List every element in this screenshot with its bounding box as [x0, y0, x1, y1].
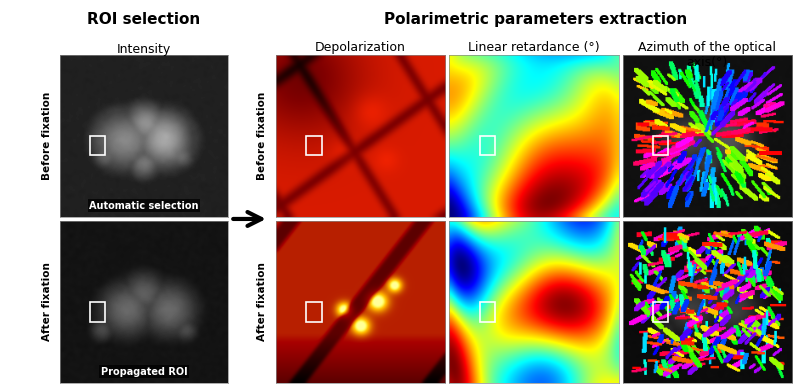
Bar: [90, 302, 106, 321]
Bar: [653, 136, 668, 155]
Bar: [306, 302, 322, 321]
Bar: [306, 136, 322, 155]
Text: Depolarization: Depolarization: [315, 41, 406, 54]
Text: Automatic selection: Automatic selection: [90, 201, 198, 210]
Bar: [480, 136, 495, 155]
Text: Polarimetric parameters extraction: Polarimetric parameters extraction: [384, 12, 688, 27]
Text: After fixation: After fixation: [258, 263, 267, 341]
Text: Propagated ROI: Propagated ROI: [101, 367, 187, 377]
Text: Linear retardance (°): Linear retardance (°): [468, 41, 600, 54]
Text: ROI selection: ROI selection: [87, 12, 201, 27]
Text: Intensity: Intensity: [117, 43, 171, 56]
Text: Azimuth of the optical
axis(°): Azimuth of the optical axis(°): [638, 41, 776, 69]
Text: Before fixation: Before fixation: [258, 92, 267, 180]
Bar: [653, 302, 668, 321]
Text: Before fixation: Before fixation: [42, 92, 51, 180]
Bar: [90, 136, 106, 155]
Bar: [480, 302, 495, 321]
Text: After fixation: After fixation: [42, 263, 51, 341]
